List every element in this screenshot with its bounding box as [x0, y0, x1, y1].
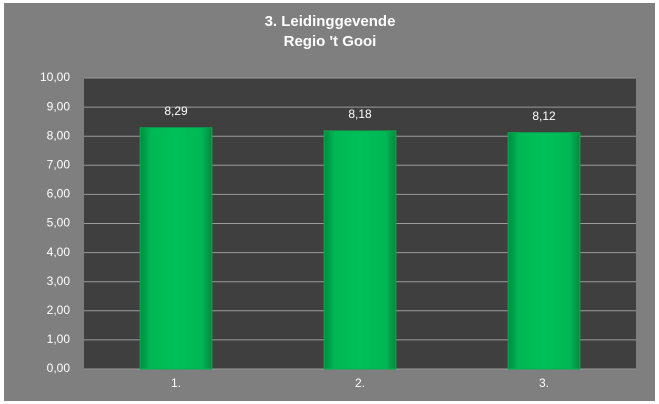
bar: [323, 130, 397, 370]
y-tick-label: 1,00: [47, 332, 71, 346]
data-label: 8,18: [348, 107, 372, 121]
data-label: 8,12: [532, 109, 556, 123]
x-tick-label: 2.: [355, 376, 365, 390]
y-tick-label: 10,00: [40, 70, 70, 84]
bar: [139, 127, 213, 370]
chart-title: Regio 't Gooi: [284, 33, 377, 50]
x-tick-label: 1.: [171, 376, 181, 390]
y-tick-label: 4,00: [47, 245, 71, 259]
y-tick-label: 6,00: [47, 187, 71, 201]
y-tick-label: 9,00: [47, 99, 71, 113]
y-tick-label: 5,00: [47, 216, 71, 230]
chart-title: 3. Leidinggevende: [265, 13, 396, 30]
x-tick-label: 3.: [539, 376, 549, 390]
y-tick-label: 0,00: [47, 361, 71, 375]
bar: [507, 132, 581, 370]
y-tick-label: 2,00: [47, 303, 71, 317]
y-tick-label: 8,00: [47, 128, 71, 142]
y-tick-label: 7,00: [47, 157, 71, 171]
data-label: 8,29: [164, 104, 188, 118]
y-tick-label: 3,00: [47, 274, 71, 288]
